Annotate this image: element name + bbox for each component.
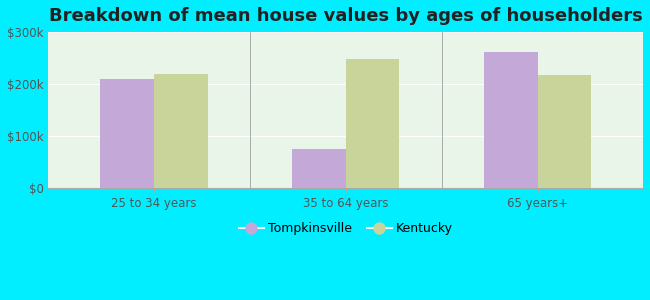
Legend: Tompkinsville, Kentucky: Tompkinsville, Kentucky — [234, 218, 458, 240]
Bar — [100, 79, 154, 188]
Title: Breakdown of mean house values by ages of householders: Breakdown of mean house values by ages o… — [49, 7, 643, 25]
Bar — [538, 75, 592, 188]
Bar — [154, 74, 207, 188]
Bar — [484, 52, 538, 188]
Bar — [346, 59, 400, 188]
Bar — [292, 149, 346, 188]
